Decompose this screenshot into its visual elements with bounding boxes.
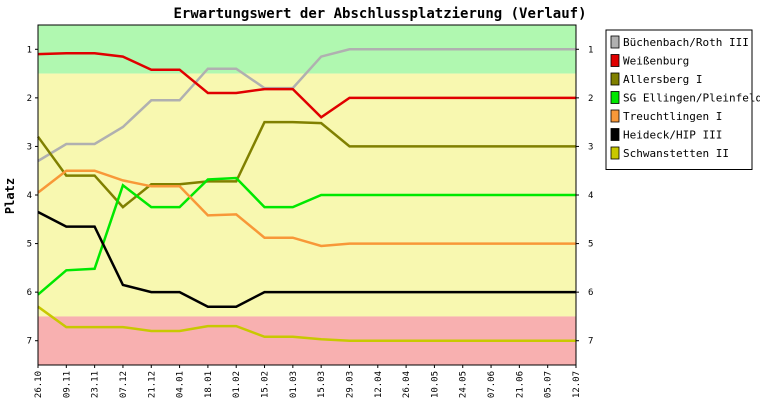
y-tick-label-right: 3 [588, 142, 593, 152]
legend-label-3: SG Ellingen/Pleinfeld [623, 92, 760, 105]
x-tick-label: 18.01 [204, 371, 214, 398]
x-tick-label: 15.02 [261, 371, 271, 398]
series-line-2 [36, 120, 576, 209]
y-tick-label-right: 4 [588, 191, 593, 201]
legend-swatch-0 [610, 35, 620, 49]
legend-swatch-6 [610, 146, 620, 160]
x-tick-label: 26.04 [402, 371, 412, 398]
legend-label-4: Treuchtlingen I [623, 110, 722, 123]
legend-label-5: Heideck/HIP III [623, 129, 722, 142]
x-tick-label: 12.07 [572, 371, 582, 398]
series-line-1 [37, 51, 576, 119]
x-tick-label: 26.10 [34, 371, 44, 398]
x-tick-label: 07.12 [119, 371, 129, 398]
x-tick-label: 09.11 [62, 371, 72, 398]
legend-swatch-1 [610, 54, 620, 67]
x-tick-label: 04.01 [176, 371, 186, 398]
legend-label-0: Büchenbach/Roth III [623, 36, 749, 49]
series-line-0 [37, 48, 576, 163]
y-tick-label-right: 2 [588, 94, 593, 104]
series-line-3 [37, 176, 576, 296]
series-line-6 [37, 305, 576, 342]
x-tick-label: 07.06 [487, 371, 497, 398]
legend-label-2: Allersberg I [623, 73, 702, 86]
legend-label-6: Schwanstetten II [623, 147, 729, 160]
y-tick-label-left: 7 [27, 337, 32, 347]
y-tick-label-left: 1 [27, 45, 32, 55]
y-axis-label: Platz [3, 178, 17, 214]
x-tick-label: 05.07 [544, 371, 554, 398]
x-tick-label: 23.11 [91, 371, 101, 398]
y-tick-label-left: 5 [27, 240, 32, 250]
legend-swatch-3 [610, 91, 620, 104]
y-tick-label-right: 1 [588, 45, 593, 55]
chart-title: Erwartungswert der Abschlussplatzierung … [173, 6, 586, 22]
y-tick-label-right: 7 [588, 337, 593, 347]
series-line-4 [37, 169, 576, 248]
legend-label-1: Weißenburg [623, 55, 689, 68]
legend-swatch-2 [610, 72, 620, 86]
y-tick-label-right: 6 [588, 288, 593, 298]
legend-swatch-4 [610, 109, 620, 123]
x-tick-label: 10.05 [430, 371, 440, 398]
series-line-5 [37, 210, 576, 308]
x-tick-label: 12.04 [374, 371, 384, 398]
x-tick-label: 01.03 [289, 371, 299, 398]
y-tick-label-right: 5 [588, 240, 593, 250]
x-tick-label: 01.02 [232, 371, 242, 398]
x-tick-label: 24.05 [459, 371, 469, 398]
y-tick-label-left: 4 [27, 191, 32, 201]
legend-swatch-5 [610, 128, 620, 141]
y-tick-label-left: 3 [27, 142, 32, 152]
x-tick-label: 21.06 [515, 371, 525, 398]
x-tick-label: 21.12 [147, 371, 157, 398]
x-tick-label: 15.03 [317, 371, 327, 398]
y-tick-label-left: 2 [27, 94, 32, 104]
y-tick-label-left: 6 [27, 288, 32, 298]
x-tick-label: 29.03 [345, 371, 355, 398]
legend-box [605, 29, 753, 170]
